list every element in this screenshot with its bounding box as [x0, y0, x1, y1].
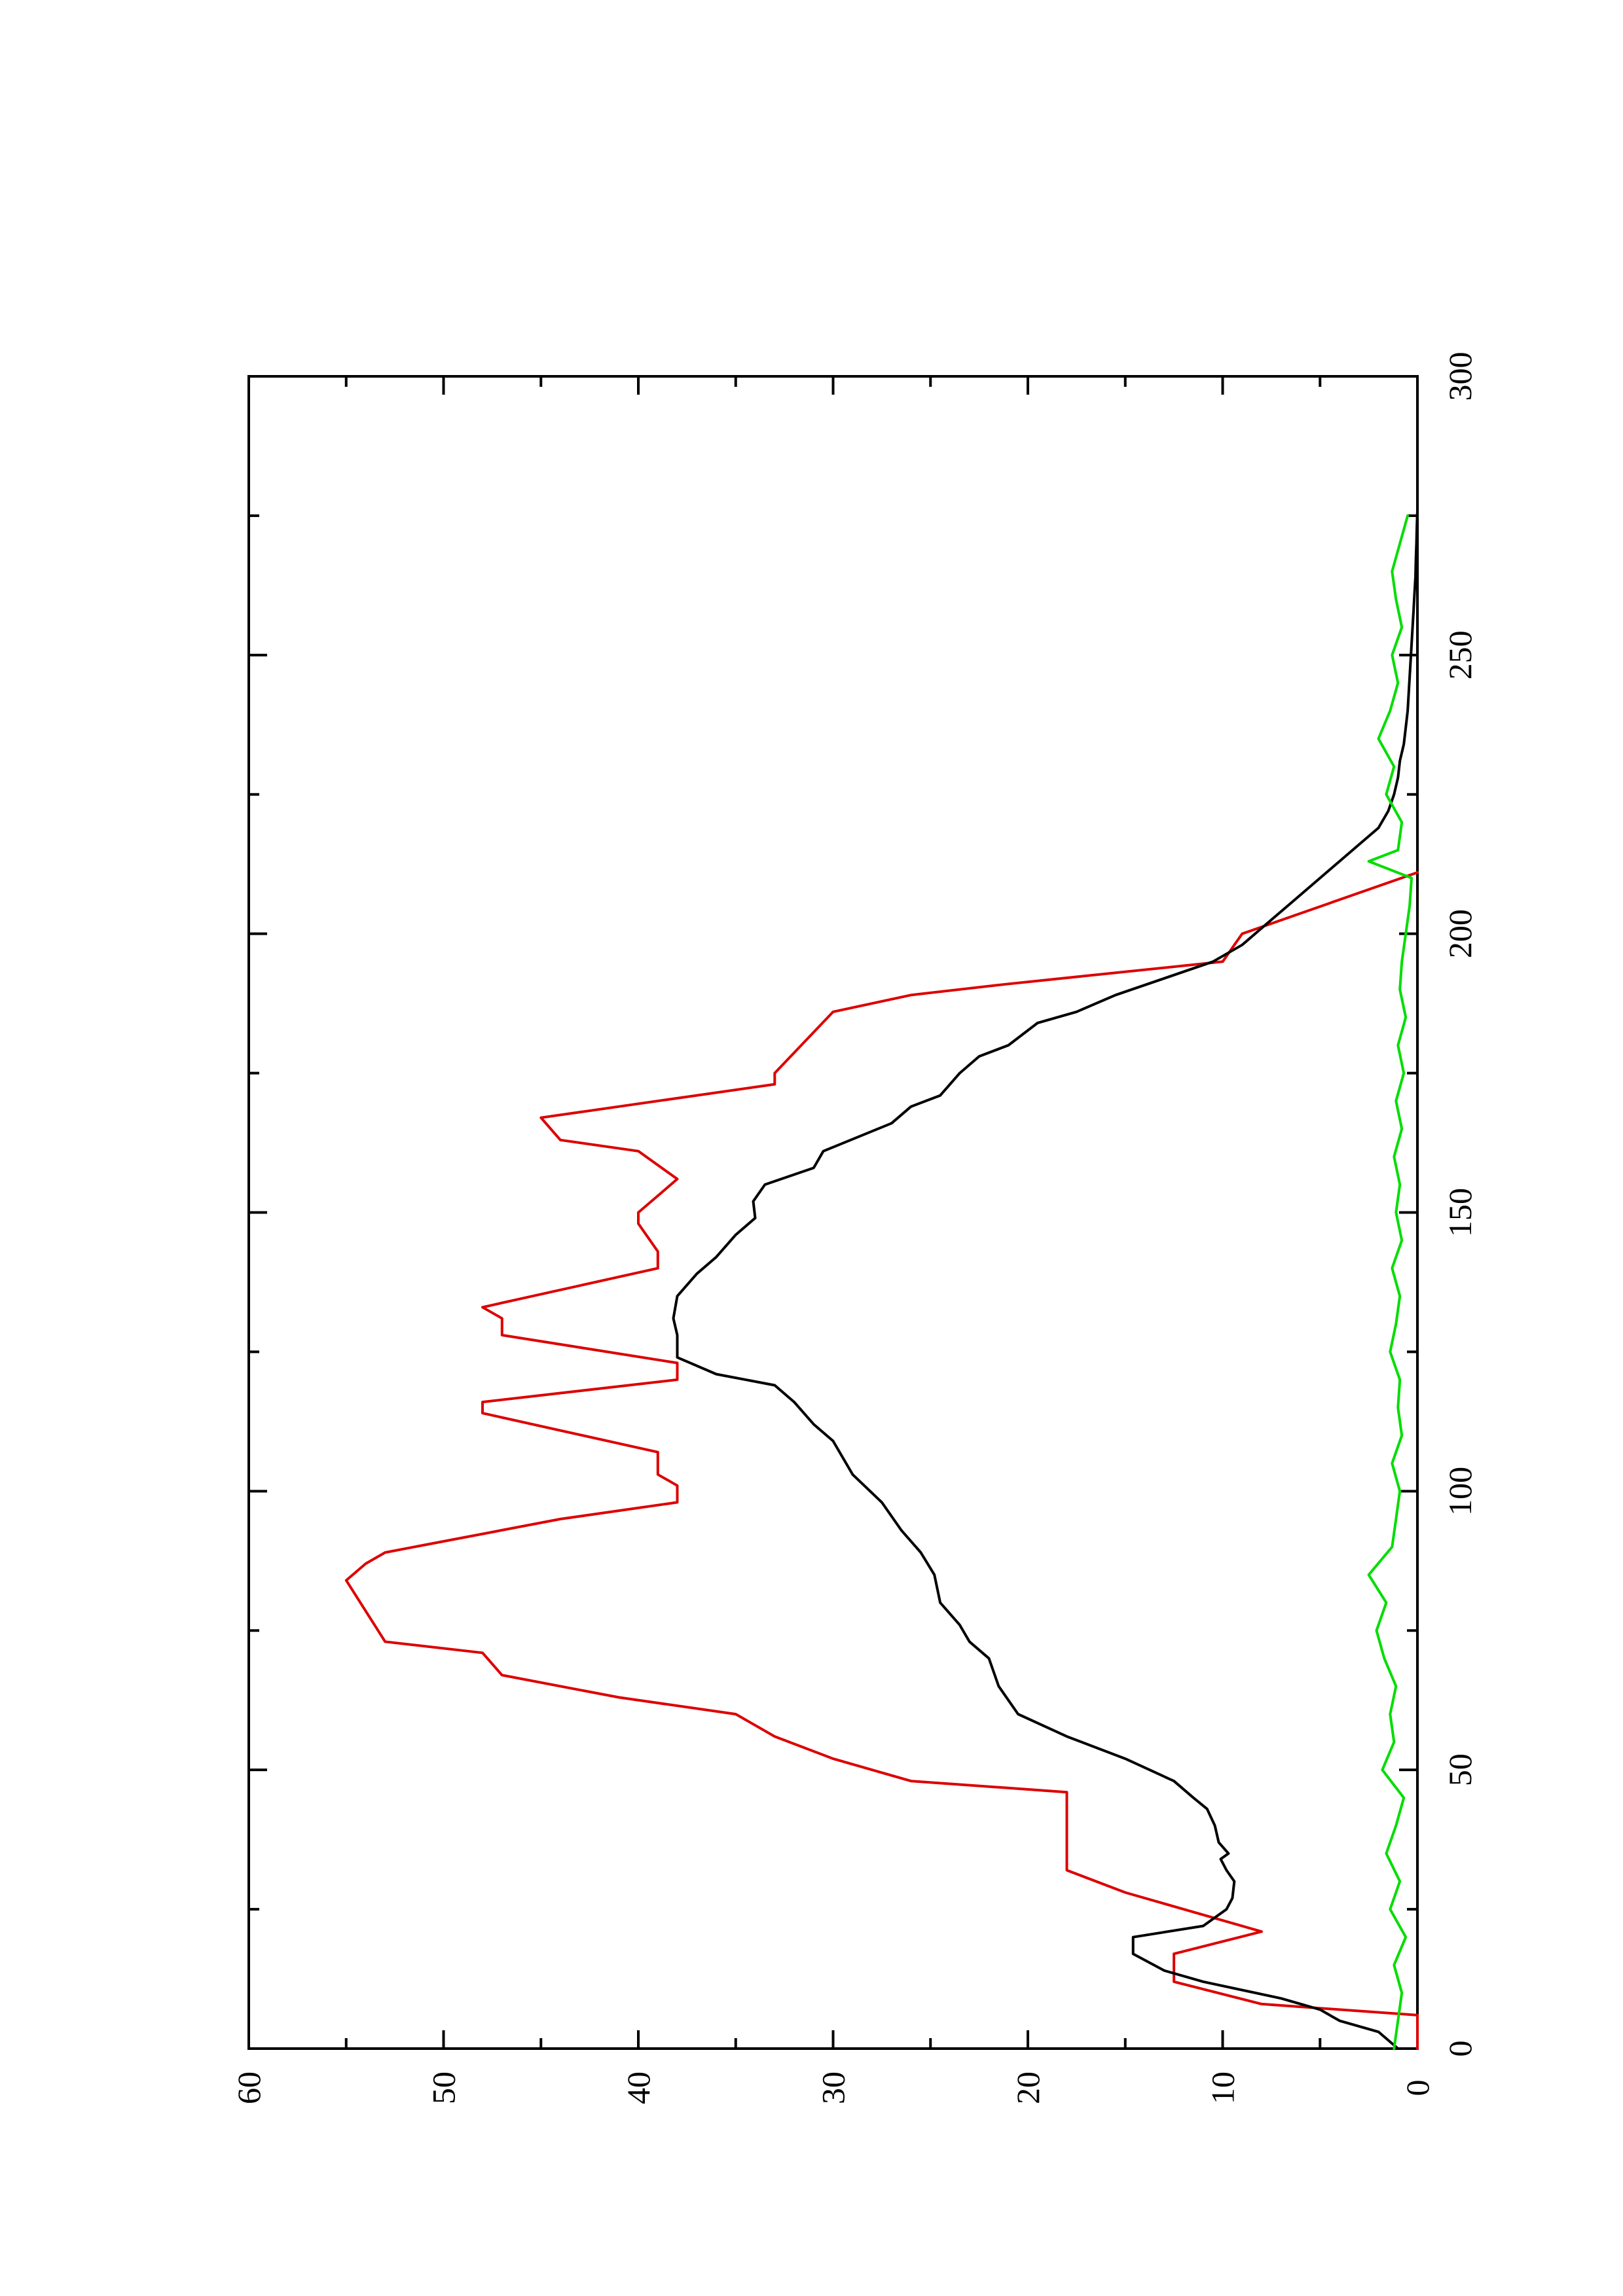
- plot-frame: [247, 375, 1419, 2050]
- y-tick-label: 50: [426, 2072, 462, 2104]
- x-tick-label: 0: [1442, 2041, 1478, 2057]
- y-tick-label: 10: [1205, 2072, 1241, 2104]
- y-tick-label: 20: [1010, 2072, 1046, 2104]
- axes: [247, 375, 1419, 2050]
- y-tick-label: 40: [620, 2072, 657, 2104]
- series-line-1: [344, 871, 1419, 2050]
- series-line-3: [1367, 514, 1413, 2050]
- y-tick-label: 0: [1399, 2080, 1436, 2096]
- x-tick-label: 200: [1442, 909, 1478, 958]
- x-tick-label: 150: [1442, 1188, 1478, 1237]
- tick-labels: 0 50 100 150 200 250 300 0 10 20 30 40 50 60: [230, 352, 1478, 2105]
- series-line-2: [672, 509, 1419, 2050]
- x-tick-label: 300: [1442, 352, 1478, 401]
- x-tick-label: 100: [1442, 1467, 1478, 1516]
- series-group: [344, 509, 1419, 2050]
- x-tick-label: 50: [1442, 1753, 1478, 1786]
- y-tick-label: 30: [815, 2072, 852, 2104]
- x-tick-label: 250: [1442, 630, 1478, 679]
- y-tick-label: 60: [230, 2072, 267, 2104]
